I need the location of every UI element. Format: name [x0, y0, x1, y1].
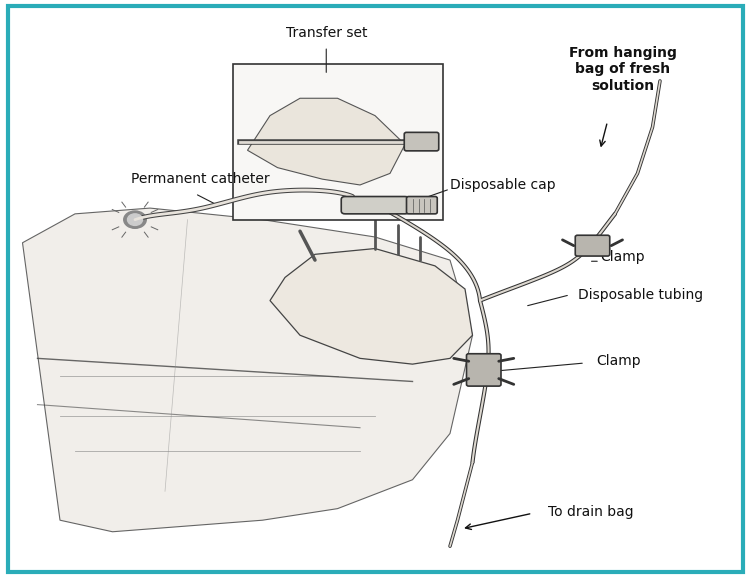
Text: Permanent catheter: Permanent catheter: [131, 172, 270, 186]
FancyBboxPatch shape: [466, 354, 501, 386]
Text: Clamp: Clamp: [600, 250, 644, 264]
Bar: [232, 64, 442, 220]
Text: From hanging
bag of fresh
solution: From hanging bag of fresh solution: [568, 46, 676, 92]
FancyBboxPatch shape: [404, 132, 439, 151]
Text: Transfer set: Transfer set: [286, 27, 367, 40]
Text: Disposable tubing: Disposable tubing: [578, 288, 703, 302]
Text: Disposable cap: Disposable cap: [450, 178, 556, 192]
FancyBboxPatch shape: [406, 197, 437, 214]
Polygon shape: [240, 116, 412, 214]
Polygon shape: [270, 249, 472, 364]
Polygon shape: [22, 208, 472, 532]
Polygon shape: [248, 98, 405, 185]
Text: Clamp: Clamp: [596, 354, 640, 368]
FancyBboxPatch shape: [575, 235, 610, 256]
Circle shape: [128, 214, 142, 225]
FancyBboxPatch shape: [341, 197, 409, 214]
Circle shape: [124, 211, 146, 228]
Text: To drain bag: To drain bag: [548, 505, 633, 518]
